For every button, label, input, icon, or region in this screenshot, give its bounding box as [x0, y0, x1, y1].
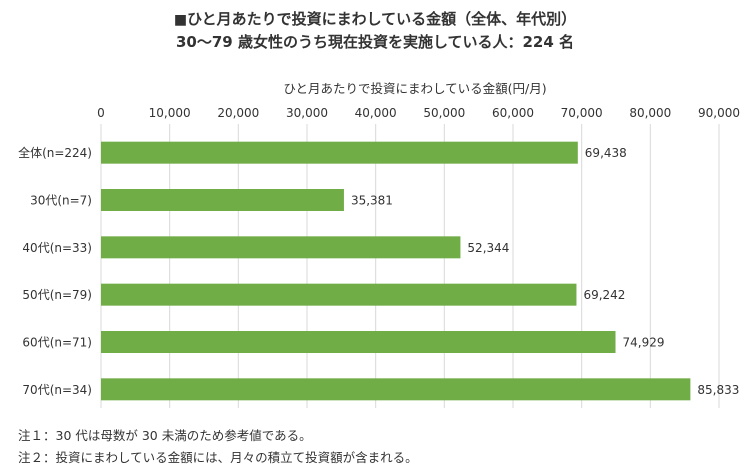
chart-title: ■ひと月あたりで投資にまわしている金額（全体、年代別） 30〜79 歳女性のうち… [0, 8, 750, 53]
category-labels: 全体(n=224) 30代(n=7) 40代(n=33) 50代(n=79) 60代(n… [18, 145, 92, 397]
bar [101, 283, 577, 306]
data-label: 35,381 [351, 194, 393, 208]
x-axis-label: ひと月あたりで投資にまわしている金額(円/月) [283, 81, 546, 96]
bars [101, 141, 691, 401]
category-label: 50代(n=79) [22, 288, 92, 302]
chart-title-text: ひと月あたりで投資にまわしている金額（全体、年代別） [187, 10, 577, 28]
chart-subtitle: 30〜79 歳女性のうち現在投資を実施している人：224 名 [175, 33, 575, 51]
x-tick-label: 50,000 [423, 106, 465, 120]
note-1: 注１：30 代は母数が 30 未満のため参考値である。 [18, 428, 312, 443]
data-labels: 69,438 35,381 52,344 69,242 74,929 85,833 [351, 146, 739, 397]
bar [101, 189, 344, 211]
chart-title-line1: ■ひと月あたりで投資にまわしている金額（全体、年代別） [0, 8, 750, 31]
note-2: 注２：投資にまわしている金額には、月々の積立て投資額が含まれる。 [18, 450, 418, 465]
bar [101, 141, 578, 164]
bar [101, 331, 616, 353]
data-label: 69,242 [583, 288, 625, 302]
data-label: 85,833 [697, 383, 739, 397]
x-tick-label: 20,000 [217, 106, 259, 120]
x-tick-label: 60,000 [492, 106, 534, 120]
gridlines [100, 124, 720, 408]
x-tick-label: 90,000 [698, 106, 740, 120]
data-label: 69,438 [585, 146, 627, 160]
x-axis-ticks: 0 10,000 20,000 30,000 40,000 50,000 60,000 70,… [97, 106, 740, 120]
category-label: 全体(n=224) [18, 145, 92, 160]
bar [101, 378, 691, 401]
category-label: 40代(n=33) [22, 241, 92, 255]
bar [101, 236, 461, 259]
category-label: 70代(n=34) [22, 383, 92, 397]
data-label: 52,344 [467, 241, 509, 255]
square-bullet-icon: ■ [173, 12, 188, 28]
x-tick-label: 0 [97, 106, 105, 120]
data-label: 74,929 [623, 336, 665, 350]
category-label: 60代(n=71) [22, 336, 92, 350]
x-tick-label: 80,000 [629, 106, 671, 120]
x-tick-label: 10,000 [149, 106, 191, 120]
x-tick-label: 30,000 [286, 106, 328, 120]
category-label: 30代(n=7) [30, 194, 92, 208]
x-tick-label: 40,000 [355, 106, 397, 120]
x-tick-label: 70,000 [561, 106, 603, 120]
